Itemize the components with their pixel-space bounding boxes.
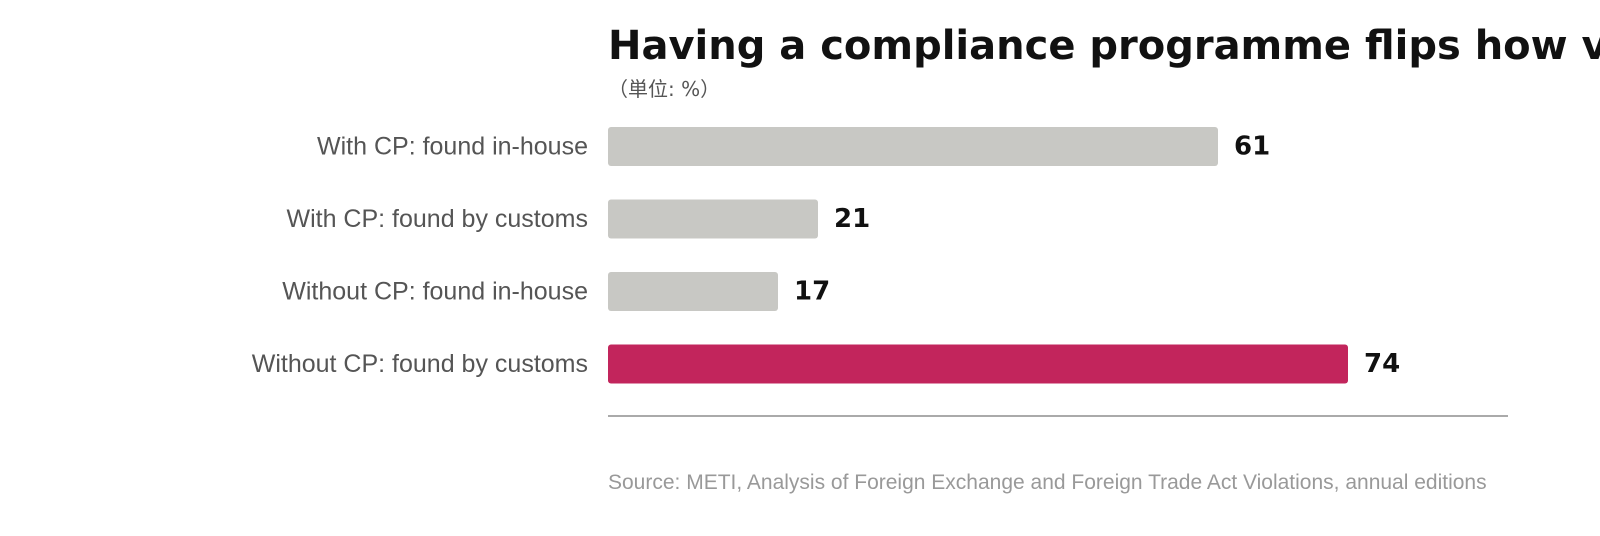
value-label-1: 61 (1234, 132, 1270, 162)
chart-title: Having a compliance programme flips how … (608, 23, 1600, 69)
bar-3 (608, 272, 778, 311)
category-label-1: With CP: found in-house (317, 133, 588, 161)
value-label-3: 17 (794, 277, 830, 307)
category-label-2: With CP: found by customs (286, 205, 588, 233)
value-label-2: 21 (834, 204, 870, 234)
bar-2 (608, 199, 818, 239)
source-note: Source: METI, Analysis of Foreign Exchan… (608, 471, 1487, 494)
value-label-4: 74 (1364, 349, 1400, 379)
chart-unit-subtitle: （単位: %） (608, 77, 721, 101)
category-label-3: Without CP: found in-house (282, 278, 588, 306)
bar-1 (608, 127, 1218, 166)
category-label-4: Without CP: found by customs (252, 350, 588, 378)
bar-4 (608, 344, 1348, 384)
